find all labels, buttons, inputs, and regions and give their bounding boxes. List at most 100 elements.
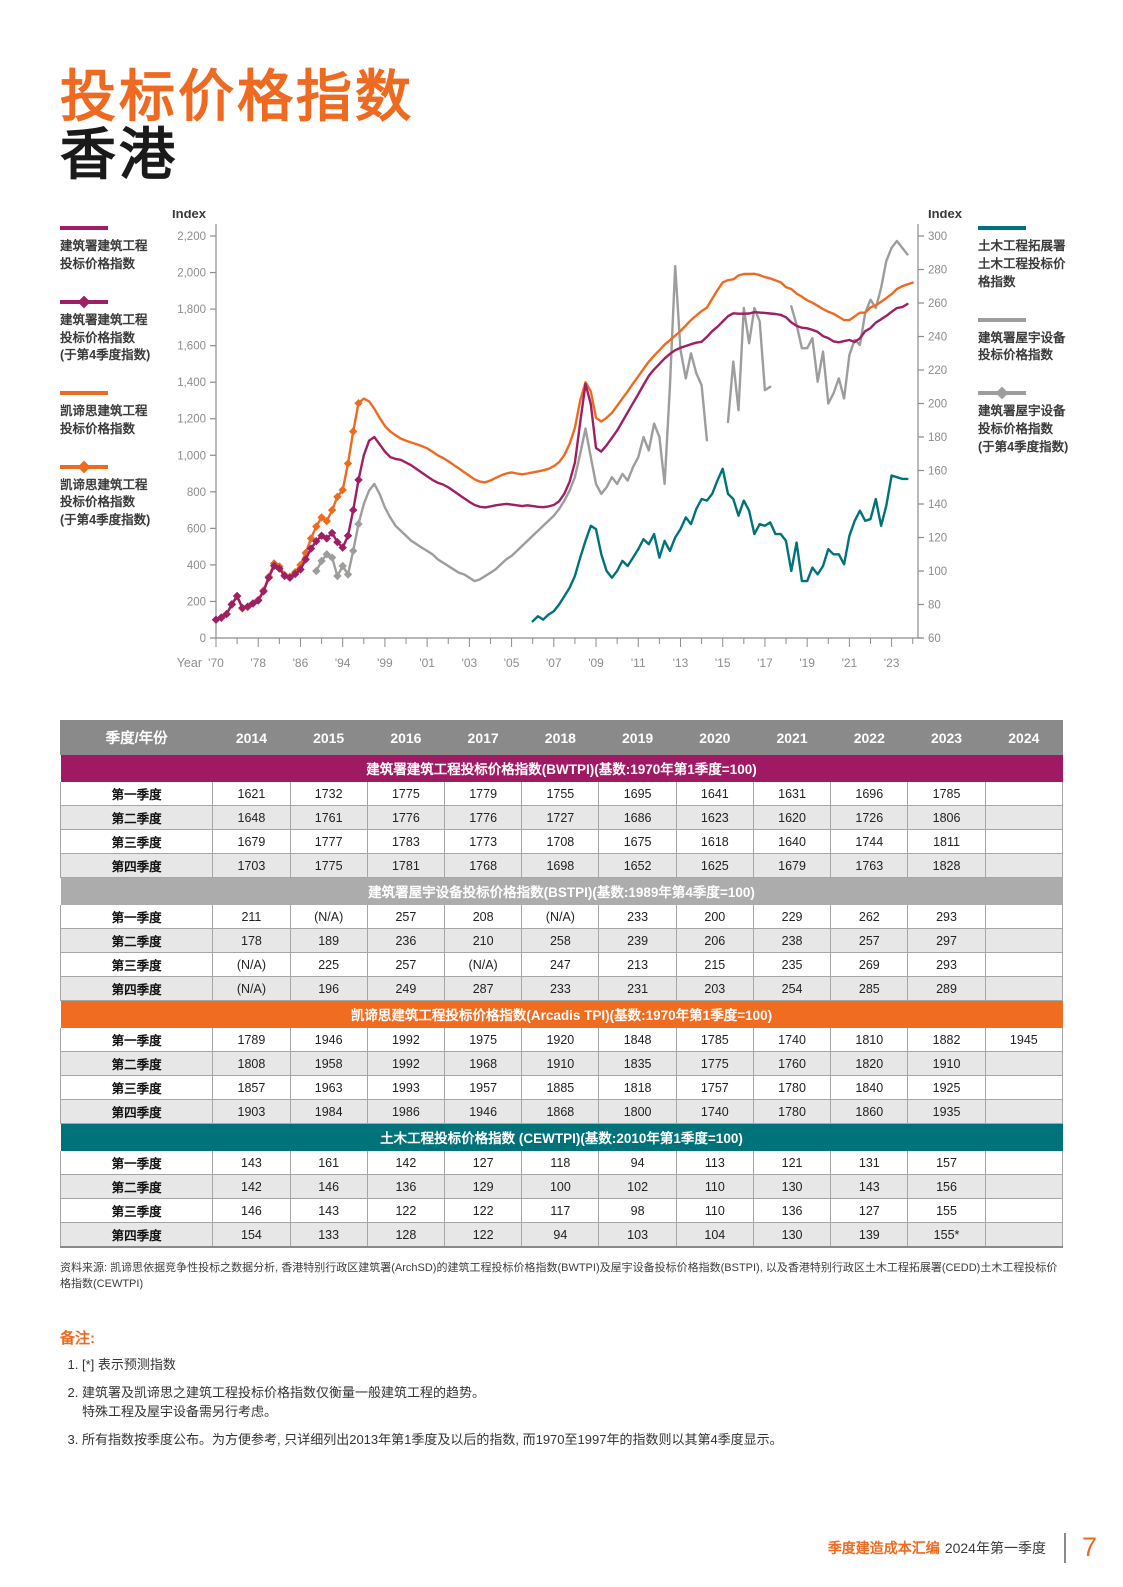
quarter-row-label: 第一季度: [59, 904, 214, 930]
svg-text:'09: '09: [588, 656, 604, 670]
svg-text:120: 120: [928, 533, 947, 545]
page-title: 投标价格指数: [60, 65, 414, 128]
chart-legend-left: 建筑署建筑工程 投标价格指数 建筑署建筑工程 投标价格指数 (于第4季度指数) 凯谛…: [60, 210, 160, 680]
legend-item: 建筑署建筑工程 投标价格指数 (于第4季度指数): [60, 299, 160, 365]
svg-text:'01: '01: [419, 656, 435, 670]
index-value-cell: 1726: [830, 805, 909, 831]
legend-label: 建筑署屋宇设备 投标价格指数: [978, 330, 1066, 363]
quarter-row-label: 第二季度: [59, 1051, 214, 1077]
index-value-cell: 1620: [752, 805, 832, 831]
index-value-cell: 1868: [521, 1099, 600, 1125]
index-value-cell: 94: [598, 1150, 677, 1176]
index-value-cell: 1811: [907, 829, 986, 855]
index-value-cell: [984, 976, 1064, 1002]
index-value-cell: 178: [212, 928, 291, 954]
year-column-header: 2016: [366, 720, 446, 756]
index-value-cell: 161: [289, 1150, 368, 1176]
index-value-cell: 1652: [598, 853, 677, 879]
index-value-cell: 1946: [444, 1099, 523, 1125]
legend-item: 建筑署屋宇设备 投标价格指数: [978, 317, 1078, 366]
index-value-cell: 1641: [675, 781, 754, 807]
legend-line-swatch: [978, 226, 1026, 231]
index-value-cell: 225: [289, 952, 368, 978]
section-band-title: 建筑署建筑工程投标价格指数(BWTPI)(基数:1970年第1季度=100): [60, 754, 1063, 782]
index-value-cell: 118: [521, 1150, 600, 1176]
svg-text:'19: '19: [799, 656, 815, 670]
table-row: 第一季度 143 161 142 127 118 94 113 121 131 157: [59, 1150, 1064, 1176]
index-value-cell: 257: [830, 928, 909, 954]
index-value-cell: 235: [752, 952, 832, 978]
svg-text:Index: Index: [172, 210, 207, 221]
svg-text:1,600: 1,600: [177, 341, 206, 353]
index-value-cell: 1775: [675, 1051, 754, 1077]
footer-divider: [1063, 1532, 1066, 1563]
index-value-cell: 113: [675, 1150, 754, 1176]
index-value-cell: 1625: [675, 853, 754, 879]
table-row: 第四季度 154 133 128 122 94 103 104 130 139 155*: [59, 1222, 1064, 1248]
index-value-cell: 143: [830, 1174, 909, 1200]
index-value-cell: 297: [907, 928, 986, 954]
index-value-cell: 1882: [907, 1027, 986, 1053]
year-column-header: 2023: [907, 720, 986, 756]
index-value-cell: 1789: [212, 1027, 291, 1053]
quarter-row-label: 第三季度: [59, 1198, 214, 1224]
table-row: 第四季度 1703 1775 1781 1768 1698 1652 1625 1679 1763…: [59, 853, 1064, 879]
svg-text:'03: '03: [462, 656, 478, 670]
index-value-cell: 133: [289, 1222, 368, 1248]
index-value-cell: 110: [675, 1174, 754, 1200]
quarter-row-label: 第四季度: [59, 976, 214, 1002]
index-value-cell: 215: [675, 952, 754, 978]
index-value-cell: [984, 928, 1064, 954]
svg-text:'21: '21: [842, 656, 858, 670]
quarter-row-label: 第二季度: [59, 1174, 214, 1200]
svg-text:800: 800: [187, 487, 206, 499]
table-row: 第一季度 1789 1946 1992 1975 1920 1848 1785 1740 1810…: [59, 1027, 1064, 1053]
index-value-cell: 1780: [752, 1099, 832, 1125]
note-item: [*] 表示预测指数: [82, 1356, 1063, 1375]
index-value-cell: 143: [212, 1150, 291, 1176]
section-band-title: 建筑署屋宇设备投标价格指数(BSTPI)(基数:1989年第4季度=100): [60, 877, 1063, 905]
index-value-cell: 1818: [598, 1075, 677, 1101]
quarter-row-label: 第一季度: [59, 1027, 214, 1053]
index-value-cell: 1776: [444, 805, 523, 831]
quarter-row-label: 第一季度: [59, 781, 214, 807]
index-value-cell: 1903: [212, 1099, 291, 1125]
svg-text:'70: '70: [208, 656, 224, 670]
index-value-cell: 122: [444, 1222, 523, 1248]
index-value-cell: 236: [366, 928, 446, 954]
svg-text:400: 400: [187, 560, 206, 572]
index-value-cell: 203: [675, 976, 754, 1002]
index-value-cell: 156: [907, 1174, 986, 1200]
index-value-cell: 254: [752, 976, 832, 1002]
index-value-cell: 1631: [752, 781, 832, 807]
index-value-cell: 1993: [366, 1075, 446, 1101]
table-row: 第三季度 1679 1777 1783 1773 1708 1675 1618 1640 1744…: [59, 829, 1064, 855]
index-value-cell: 1925: [907, 1075, 986, 1101]
svg-text:160: 160: [928, 466, 947, 478]
index-value-cell: 1957: [444, 1075, 523, 1101]
svg-text:240: 240: [928, 332, 947, 344]
index-value-cell: 1640: [752, 829, 832, 855]
table-header-row: 季度/年份 2014 2015 2016 2017 2018 2019 2020 2021 202…: [59, 720, 1064, 756]
legend-item: 建筑署屋宇设备 投标价格指数 (于第4季度指数): [978, 391, 1078, 456]
svg-text:300: 300: [928, 231, 947, 243]
index-value-cell: [984, 952, 1064, 978]
index-value-cell: 1755: [521, 781, 600, 807]
index-value-cell: 1783: [366, 829, 446, 855]
series-markers-arcadis_annual: [211, 399, 363, 625]
index-value-cell: 146: [212, 1198, 291, 1224]
chart-section: 建筑署建筑工程 投标价格指数 建筑署建筑工程 投标价格指数 (于第4季度指数) 凯谛…: [60, 210, 1083, 680]
legend-line-swatch: [60, 226, 108, 231]
quarter-row-label: 第三季度: [59, 829, 214, 855]
index-value-cell: 1703: [212, 853, 291, 879]
notes-section: 备注: [*] 表示预测指数建筑署及凯谛思之建筑工程投标价格指数仅衡量一般建筑工…: [60, 1327, 1063, 1449]
svg-text:280: 280: [928, 265, 947, 277]
index-value-cell: (N/A): [212, 952, 291, 978]
year-column-header: 2014: [212, 720, 291, 756]
index-value-cell: 130: [752, 1222, 832, 1248]
index-value-cell: 1623: [675, 805, 754, 831]
index-value-cell: 269: [830, 952, 909, 978]
index-value-cell: 146: [289, 1174, 368, 1200]
note-item: 建筑署及凯谛思之建筑工程投标价格指数仅衡量一般建筑工程的趋势。 特殊工程及屋宇设…: [82, 1384, 1063, 1422]
